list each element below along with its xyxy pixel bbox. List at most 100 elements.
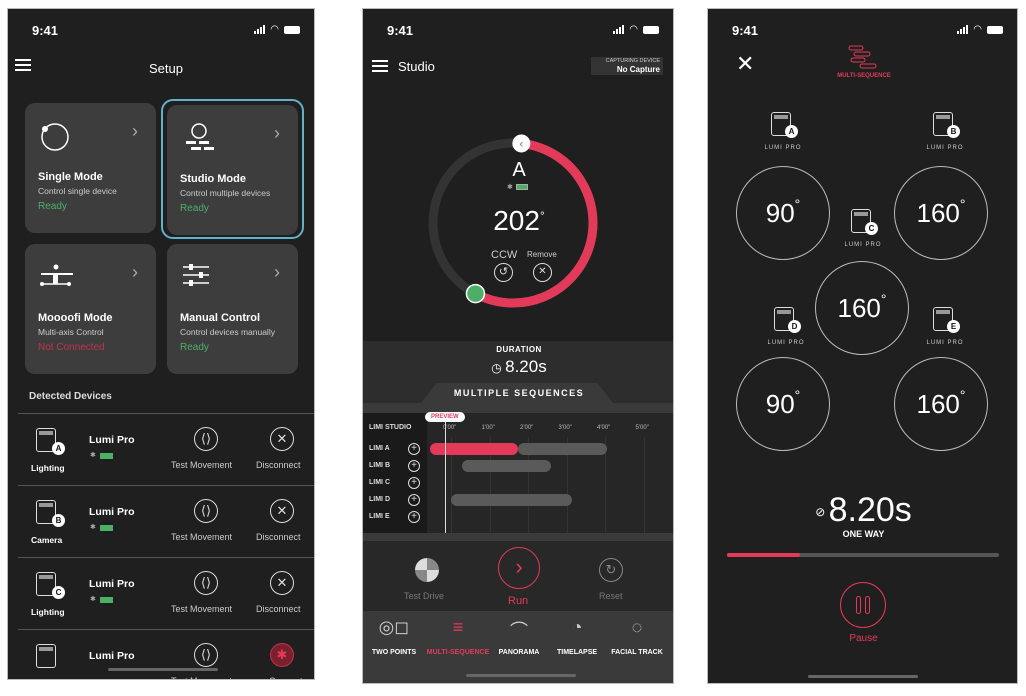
tab-two-points[interactable]: TWO POINTS bbox=[371, 649, 417, 656]
device-name: Lumi Pro bbox=[89, 578, 135, 590]
add-keyframe-icon[interactable]: + bbox=[408, 460, 420, 472]
ccw-button[interactable]: ↺ bbox=[494, 263, 513, 282]
remove-label: Remove bbox=[527, 250, 557, 259]
add-keyframe-icon[interactable]: + bbox=[408, 511, 420, 523]
test-drive-icon[interactable] bbox=[415, 558, 439, 582]
status-icons: ◠ bbox=[254, 24, 300, 35]
menu-icon[interactable] bbox=[15, 59, 31, 71]
tab-icon[interactable]: ◔ bbox=[571, 617, 583, 637]
status-time: 9:41 bbox=[32, 23, 59, 38]
device-role-dropdown[interactable]: Camera bbox=[31, 535, 63, 545]
lumi-device-icon bbox=[933, 112, 953, 136]
mode-card-moooofi-mode[interactable]: › Moooofi Mode Multi-axis Control Not Conne… bbox=[25, 244, 156, 374]
tab-facial-track[interactable]: FACIAL TRACK bbox=[611, 649, 663, 656]
run-button[interactable]: › bbox=[498, 547, 540, 589]
device-name: Lumi Pro bbox=[89, 650, 135, 662]
reset-button[interactable]: ↻ bbox=[599, 558, 623, 582]
sequence-bar[interactable] bbox=[518, 443, 607, 455]
test-movement-button[interactable]: ⟨⟩ bbox=[194, 427, 218, 451]
test-movement-button[interactable]: ⟨⟩ bbox=[194, 499, 218, 523]
device-role-dropdown[interactable]: Lighting bbox=[31, 463, 65, 473]
add-keyframe-icon[interactable]: + bbox=[408, 494, 420, 506]
grid-line bbox=[489, 437, 491, 533]
angle-dial: 160 ° bbox=[894, 166, 988, 260]
sequence-bar-active[interactable] bbox=[429, 443, 519, 455]
detected-devices-heading: Detected Devices bbox=[29, 391, 112, 402]
status-time: 9:41 bbox=[387, 23, 414, 38]
multi-axis-icon bbox=[39, 262, 75, 295]
start-handle[interactable] bbox=[512, 134, 531, 153]
circle-dot-icon bbox=[39, 121, 71, 158]
tab-icon[interactable]: ≡ bbox=[452, 617, 464, 637]
rotation-ring[interactable]: ‹ bbox=[423, 133, 603, 313]
pause-button[interactable] bbox=[840, 582, 886, 628]
chevron-left-icon: ‹ bbox=[520, 138, 524, 150]
tab-multi-sequence[interactable]: MULTI-SEQUENCE bbox=[426, 649, 490, 656]
add-keyframe-icon[interactable]: + bbox=[408, 477, 420, 489]
tab-timelapse[interactable]: TIMELAPSE bbox=[556, 649, 598, 656]
wifi-icon: ◠ bbox=[270, 24, 279, 35]
test-movement-button[interactable]: ⟨⟩ bbox=[194, 643, 218, 667]
disconnect-button[interactable]: ✕ bbox=[270, 427, 294, 451]
card-status: Ready bbox=[38, 201, 67, 212]
sequence-bar[interactable] bbox=[462, 460, 551, 472]
preview-badge[interactable]: PREVIEW bbox=[425, 412, 465, 422]
disconnect-button[interactable]: ✕ bbox=[270, 499, 294, 523]
chevron-right-icon: › bbox=[274, 123, 280, 143]
card-subtitle: Control multiple devices bbox=[180, 188, 271, 198]
device-role-dropdown[interactable]: Lighting bbox=[31, 607, 65, 617]
end-handle[interactable] bbox=[465, 283, 486, 304]
tab-icon[interactable]: ◌ bbox=[631, 617, 643, 637]
device-badge: A bbox=[785, 125, 798, 138]
card-title: Studio Mode bbox=[180, 173, 246, 185]
test-drive-label: Test Drive bbox=[404, 591, 445, 601]
timeline-row-label: LIMI D bbox=[369, 496, 390, 503]
run-duration: ⊘ 8.20s bbox=[815, 491, 912, 529]
tab-icon[interactable]: ⌒ bbox=[510, 621, 528, 641]
chevron-right-icon: › bbox=[132, 121, 138, 141]
mode-card-studio-mode[interactable]: › Studio Mode Control multiple devices Read… bbox=[167, 105, 298, 235]
remove-button[interactable]: ✕ bbox=[533, 263, 552, 282]
test-movement-label: Test Movement bbox=[171, 532, 233, 542]
capturing-device-selector[interactable]: CAPTURING DEVICE No Capture bbox=[591, 57, 663, 75]
battery-icon bbox=[643, 25, 659, 34]
duration-value[interactable]: ◷ 8.20s bbox=[491, 357, 547, 376]
signal-icon bbox=[957, 25, 969, 34]
timeline-header: LIMI STUDIO bbox=[369, 424, 412, 431]
time-tick: 3'00" bbox=[558, 425, 572, 431]
test-movement-button[interactable]: ⟨⟩ bbox=[194, 571, 218, 595]
close-button[interactable]: ✕ bbox=[736, 51, 755, 76]
device-badge: A bbox=[52, 442, 65, 455]
chevron-right-icon: › bbox=[132, 262, 138, 282]
lumi-device-icon bbox=[36, 428, 56, 452]
studio-icon bbox=[181, 123, 221, 160]
angle-value: 202 bbox=[493, 205, 540, 236]
dial-degree: ° bbox=[880, 291, 887, 307]
mode-card-manual-control[interactable]: › Manual Control Control devices manually R… bbox=[167, 244, 298, 374]
sliders-icon bbox=[181, 262, 211, 293]
disconnect-button[interactable]: ✕ bbox=[270, 571, 294, 595]
lumi-device-icon bbox=[771, 112, 791, 136]
device-row: C Lighting Lumi Pro ✱ ⟨⟩ Test Movement ✕ Discon… bbox=[18, 557, 314, 629]
device-row: B Camera Lumi Pro ✱ ⟨⟩ Test Movement ✕ Disconne… bbox=[18, 485, 314, 557]
tab-icon[interactable]: ◎◻ bbox=[378, 617, 410, 637]
section-band bbox=[363, 403, 673, 413]
connect-button[interactable]: ✱ bbox=[270, 643, 294, 667]
timeline[interactable]: LIMI STUDIO 0'00" 1'00" 2'00" 3'00" 4'00" 5'0… bbox=[363, 412, 673, 533]
tab-panorama[interactable]: PANORAMA bbox=[498, 649, 540, 656]
menu-icon[interactable] bbox=[372, 60, 388, 72]
angle-dial: 160 ° bbox=[894, 357, 988, 451]
playhead[interactable] bbox=[445, 419, 446, 533]
device-letter: A bbox=[512, 159, 526, 181]
mode-card-single-mode[interactable]: › Single Mode Control single device Ready bbox=[25, 103, 156, 233]
card-title: Moooofi Mode bbox=[38, 312, 113, 324]
battery-level-icon bbox=[100, 525, 113, 531]
dial-degree: ° bbox=[794, 387, 801, 403]
sequence-bar[interactable] bbox=[450, 494, 573, 506]
disconnect-label: Disconnect bbox=[256, 604, 301, 614]
add-keyframe-icon[interactable]: + bbox=[408, 443, 420, 455]
device-badge: C bbox=[865, 222, 878, 235]
mode-tab-bar bbox=[363, 611, 673, 683]
battery-icon bbox=[284, 25, 300, 34]
connect-label: Connect bbox=[269, 676, 303, 679]
